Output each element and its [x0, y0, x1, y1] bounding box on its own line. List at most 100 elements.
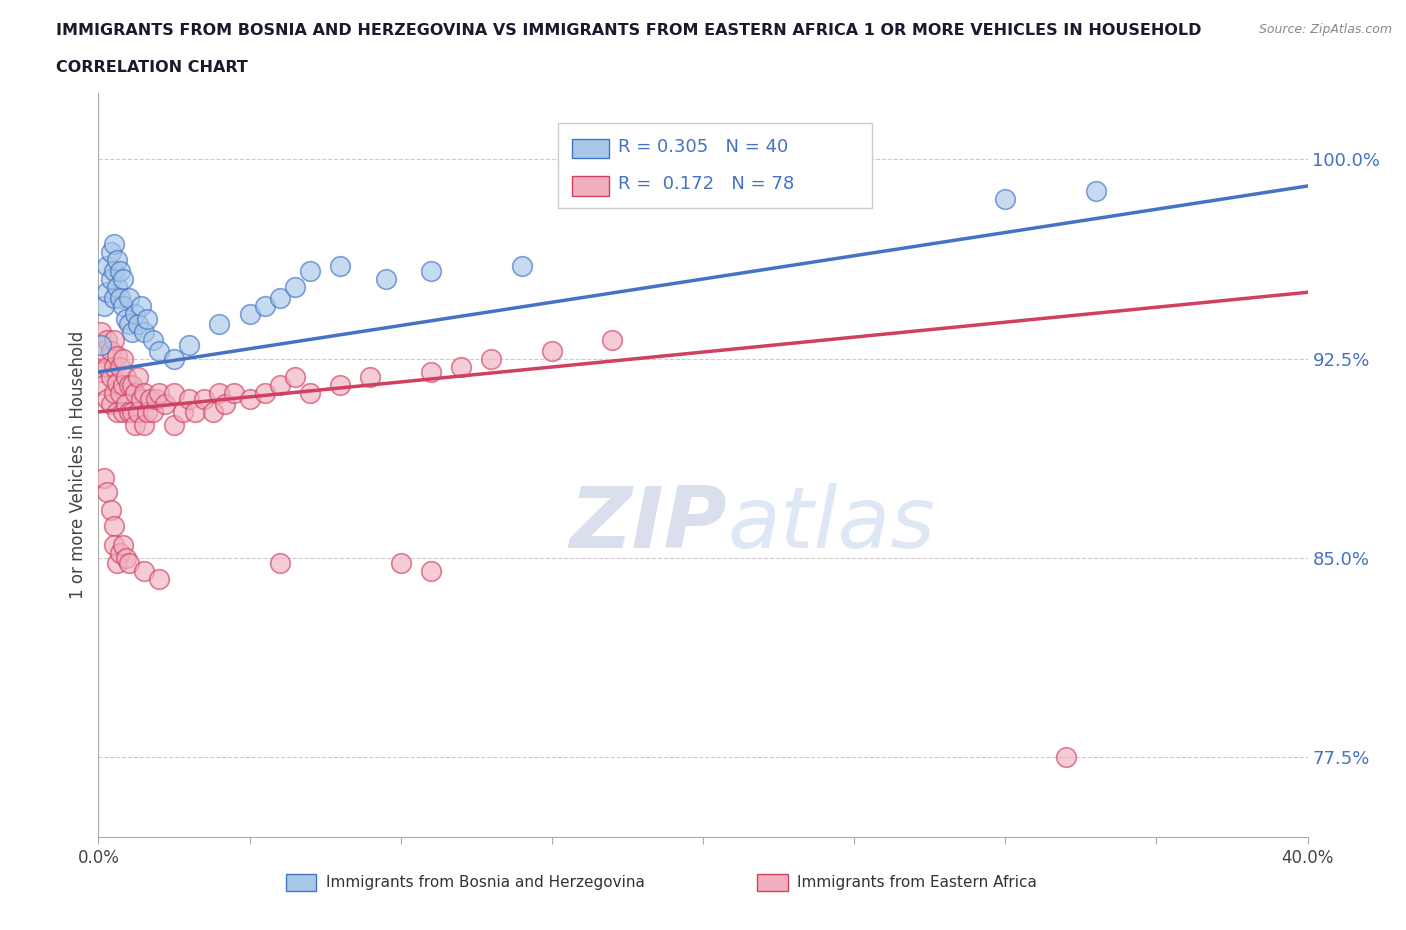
- Point: [360, 370, 382, 385]
- Point: [142, 405, 165, 419]
- Point: [153, 396, 176, 411]
- Point: [148, 386, 170, 401]
- Point: [994, 192, 1017, 206]
- Point: [93, 471, 115, 485]
- Point: [163, 418, 186, 432]
- Point: [118, 317, 141, 332]
- Text: atlas: atlas: [727, 483, 935, 566]
- Text: Immigrants from Eastern Africa: Immigrants from Eastern Africa: [797, 875, 1038, 890]
- Point: [284, 280, 307, 295]
- Point: [121, 405, 143, 419]
- Point: [108, 545, 131, 560]
- Point: [148, 572, 170, 587]
- Point: [374, 272, 396, 286]
- Point: [132, 564, 155, 578]
- Point: [145, 392, 167, 406]
- Y-axis label: 1 or more Vehicles in Household: 1 or more Vehicles in Household: [69, 331, 87, 599]
- Point: [163, 386, 186, 401]
- Point: [96, 259, 118, 273]
- Text: R = 0.305   N = 40: R = 0.305 N = 40: [619, 139, 789, 156]
- Point: [114, 551, 136, 565]
- Point: [114, 370, 136, 385]
- Bar: [572, 177, 609, 195]
- Point: [389, 556, 412, 571]
- Point: [108, 263, 131, 278]
- Point: [103, 290, 125, 305]
- Point: [118, 290, 141, 305]
- Point: [132, 386, 155, 401]
- Point: [127, 317, 149, 332]
- Bar: [572, 140, 609, 158]
- Point: [208, 386, 231, 401]
- Point: [202, 405, 225, 419]
- Text: ZIP: ZIP: [569, 483, 727, 566]
- Point: [108, 290, 131, 305]
- Point: [108, 386, 131, 401]
- Point: [420, 365, 443, 379]
- Bar: [285, 874, 316, 891]
- Point: [111, 538, 134, 552]
- Point: [103, 333, 125, 348]
- Point: [214, 396, 236, 411]
- Point: [96, 359, 118, 374]
- Point: [118, 556, 141, 571]
- Point: [121, 378, 143, 392]
- Point: [93, 378, 115, 392]
- Point: [135, 312, 157, 326]
- Point: [329, 378, 352, 392]
- Point: [450, 359, 472, 374]
- Text: CORRELATION CHART: CORRELATION CHART: [56, 60, 247, 75]
- Point: [105, 253, 128, 268]
- Point: [111, 352, 134, 366]
- Point: [132, 418, 155, 432]
- Point: [269, 290, 291, 305]
- Point: [224, 386, 246, 401]
- Point: [269, 378, 291, 392]
- Point: [127, 405, 149, 419]
- Point: [1054, 750, 1077, 764]
- Point: [103, 519, 125, 534]
- Point: [111, 299, 134, 313]
- Point: [100, 245, 122, 259]
- Point: [132, 325, 155, 339]
- Point: [111, 378, 134, 392]
- Point: [100, 396, 122, 411]
- Point: [124, 386, 146, 401]
- Point: [118, 405, 141, 419]
- Point: [208, 317, 231, 332]
- Point: [121, 325, 143, 339]
- Point: [111, 405, 134, 419]
- Point: [239, 392, 262, 406]
- Point: [163, 352, 186, 366]
- Point: [90, 338, 112, 352]
- Point: [105, 556, 128, 571]
- Point: [96, 285, 118, 299]
- Point: [108, 359, 131, 374]
- Point: [269, 556, 291, 571]
- Point: [114, 396, 136, 411]
- Point: [124, 418, 146, 432]
- Point: [100, 370, 122, 385]
- Point: [129, 299, 152, 313]
- Point: [105, 375, 128, 390]
- Point: [1085, 184, 1108, 199]
- Point: [103, 359, 125, 374]
- Point: [135, 405, 157, 419]
- Point: [193, 392, 215, 406]
- Point: [481, 352, 503, 366]
- Point: [148, 343, 170, 358]
- Text: IMMIGRANTS FROM BOSNIA AND HERZEGOVINA VS IMMIGRANTS FROM EASTERN AFRICA 1 OR MO: IMMIGRANTS FROM BOSNIA AND HERZEGOVINA V…: [56, 23, 1202, 38]
- Point: [105, 349, 128, 364]
- Point: [253, 299, 276, 313]
- Point: [299, 263, 322, 278]
- Point: [103, 237, 125, 252]
- Bar: [558, 123, 872, 208]
- Point: [179, 338, 201, 352]
- Point: [93, 343, 115, 358]
- Point: [284, 370, 307, 385]
- Point: [114, 312, 136, 326]
- Point: [93, 299, 115, 313]
- Point: [111, 272, 134, 286]
- Point: [129, 392, 152, 406]
- Text: Immigrants from Bosnia and Herzegovina: Immigrants from Bosnia and Herzegovina: [326, 875, 644, 890]
